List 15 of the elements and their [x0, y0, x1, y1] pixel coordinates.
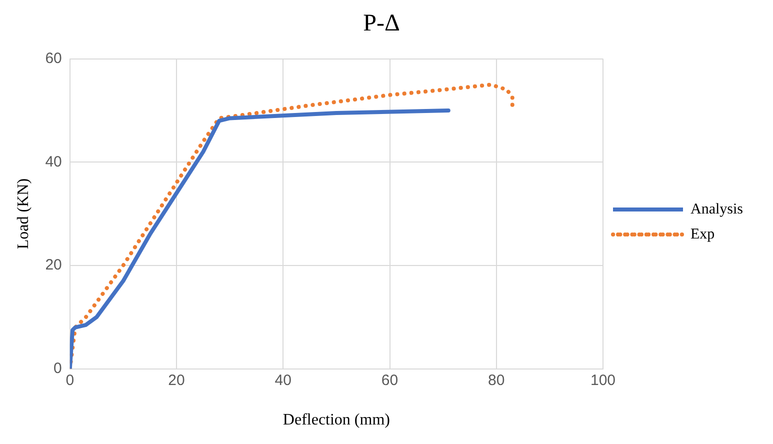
x-tick-label: 40: [274, 372, 292, 389]
x-tick-label: 100: [590, 372, 616, 389]
y-tick-label: 60: [45, 50, 62, 67]
x-tick-label: 0: [66, 372, 74, 389]
x-tick-label: 80: [488, 372, 505, 389]
y-tick-label: 20: [45, 256, 62, 274]
y-tick-label: 0: [54, 360, 62, 377]
x-tick-label: 60: [381, 372, 398, 389]
x-tick-label: 20: [168, 372, 185, 389]
legend-label: Exp: [690, 226, 715, 242]
legend-label: Analysis: [690, 201, 744, 218]
y-axis-title: Load (KN): [14, 178, 32, 250]
chart-title: P-Δ: [363, 10, 400, 37]
y-tick-label: 40: [45, 153, 62, 170]
x-axis-title: Deflection (mm): [282, 412, 390, 429]
